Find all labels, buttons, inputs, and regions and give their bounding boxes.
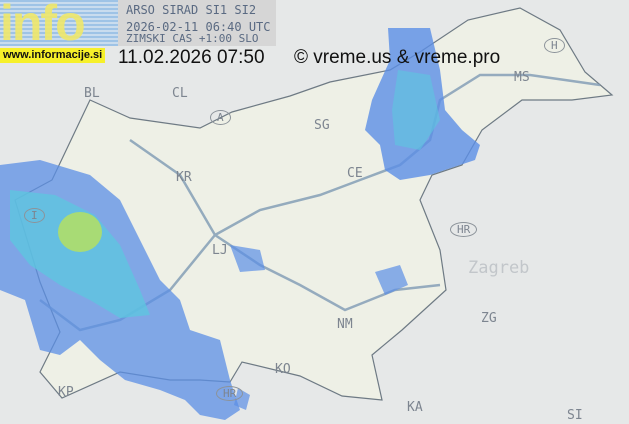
place-label-cl: CL <box>172 86 188 101</box>
utc-time: 2026-02-11 06:40 UTC <box>126 20 271 34</box>
place-label-ms: MS <box>514 70 530 85</box>
local-time: 11.02.2026 07:50 <box>118 47 265 68</box>
place-label-zg: ZG <box>481 311 497 326</box>
country-label-hr-east: HR <box>450 222 478 237</box>
copyright: © vreme.us & vreme.pro <box>294 47 501 68</box>
place-label-ce: CE <box>347 166 363 181</box>
place-label-kp: KP <box>58 385 74 400</box>
place-label-sg: SG <box>314 118 330 133</box>
site-url[interactable]: www.informacije.si <box>0 48 106 63</box>
country-label-i: I <box>24 208 45 223</box>
place-label-ka: KA <box>407 400 423 415</box>
place-label-si: SI <box>567 408 583 423</box>
city-label-zagreb: Zagreb <box>468 258 530 278</box>
radar-title: ARSO SIRAD SI1 SI2 <box>126 3 257 17</box>
place-label-bl: BL <box>84 86 100 101</box>
local-zone: ZIMSKI CAS +1:00 SLO <box>126 32 259 45</box>
radar-header: ARSO SIRAD SI1 SI2 2026-02-11 06:40 UTC … <box>118 0 276 46</box>
place-label-nm: NM <box>337 317 353 332</box>
country-label-a: A <box>210 110 231 125</box>
place-label-kr: KR <box>176 170 192 185</box>
site-logo: info <box>0 0 118 46</box>
place-label-ko: KO <box>275 362 291 377</box>
place-label-lj: LJ <box>212 243 228 258</box>
country-label-h: H <box>544 38 565 53</box>
country-label-hr: HR <box>216 386 244 401</box>
logo-text: info <box>0 0 86 46</box>
rain-echoes <box>0 28 480 420</box>
